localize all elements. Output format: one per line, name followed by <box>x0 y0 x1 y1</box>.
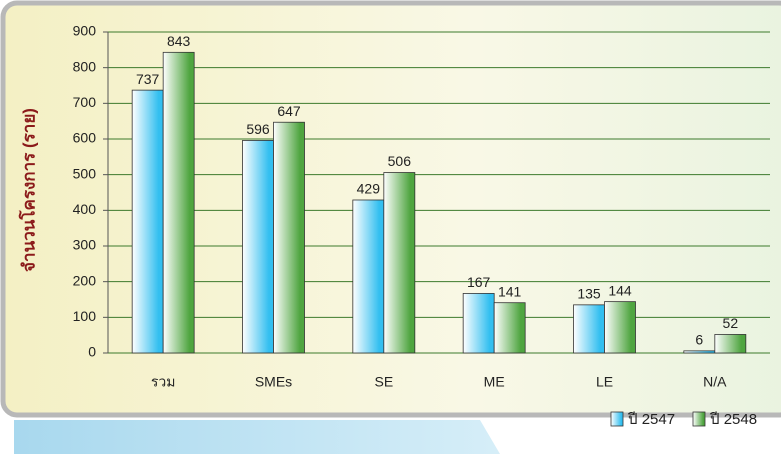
data-label: 429 <box>357 181 381 197</box>
x-tick-label: ME <box>484 374 505 390</box>
y-tick-label: 800 <box>73 58 97 74</box>
legend-label: ปี 2548 <box>709 411 757 428</box>
bar <box>131 89 164 354</box>
legend-swatch <box>610 411 624 427</box>
data-label: 144 <box>608 282 632 298</box>
data-label: 737 <box>136 71 160 87</box>
legend-swatch <box>692 411 706 427</box>
y-axis-label: จำนวนโครงการ (ราย) <box>18 108 38 272</box>
y-tick-label: 0 <box>88 344 96 360</box>
y-tick-label: 300 <box>73 237 97 253</box>
bar <box>352 199 385 354</box>
bar <box>493 302 526 354</box>
bar <box>273 121 305 354</box>
data-label: 647 <box>277 103 301 119</box>
tab <box>14 420 500 454</box>
data-label: 843 <box>167 33 191 49</box>
x-tick-label: SE <box>374 374 393 390</box>
x-tick-label: รวม <box>151 374 176 390</box>
bar <box>242 140 274 354</box>
y-tick-label: 400 <box>73 201 97 217</box>
bar <box>383 172 416 354</box>
x-tick-label: N/A <box>703 374 727 390</box>
y-tick-label: 200 <box>73 272 97 288</box>
legend-label: ปี 2547 <box>627 411 675 428</box>
data-label: 596 <box>246 121 270 137</box>
bar <box>604 301 636 354</box>
x-tick-label: LE <box>596 374 613 390</box>
y-tick-label: 900 <box>73 23 97 39</box>
data-label: 6 <box>695 332 703 348</box>
y-tick-label: 600 <box>73 130 97 146</box>
x-tick-label: SMEs <box>255 374 292 390</box>
bar <box>683 350 716 354</box>
data-label: 135 <box>577 286 601 302</box>
y-tick-label: 100 <box>73 308 97 324</box>
data-label: 167 <box>467 274 491 290</box>
bar <box>714 334 747 354</box>
bar <box>162 51 195 354</box>
y-tick-label: 500 <box>73 165 97 181</box>
data-label: 141 <box>498 283 522 299</box>
bar <box>462 293 495 354</box>
y-tick-label: 700 <box>73 94 97 110</box>
data-label: 52 <box>723 315 739 331</box>
bar <box>573 304 605 354</box>
data-label: 506 <box>388 153 412 169</box>
